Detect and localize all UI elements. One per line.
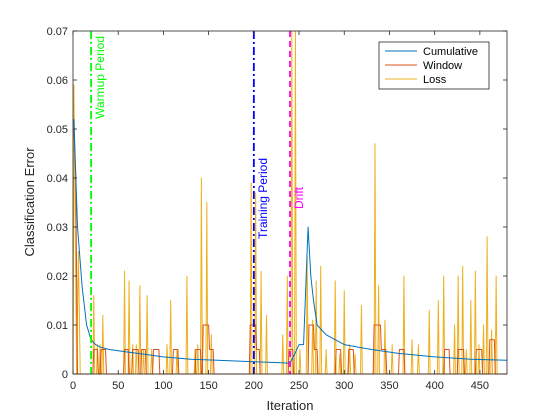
y-tick-label: 0.05	[47, 124, 68, 136]
x-tick-label: 350	[380, 380, 398, 392]
y-tick-label: 0.02	[47, 271, 68, 283]
marker-label-training-period: Training Period	[256, 158, 270, 239]
legend-label-window: Window	[423, 60, 462, 72]
y-tick-label: 0.07	[47, 26, 68, 38]
y-tick-label: 0.06	[47, 75, 68, 87]
legend-label-cumulative: Cumulative	[423, 46, 478, 58]
ticks: 0 50 100 150 200 250 300 350 400 450 0 0.01 0.02 0.03…	[47, 26, 507, 392]
x-tick-label: 250	[290, 380, 308, 392]
vertical-markers: Warmup Period Training Period Drift	[90, 31, 306, 374]
x-tick-label: 200	[245, 380, 263, 392]
axes-box	[72, 30, 508, 375]
legend-label-loss: Loss	[423, 74, 447, 86]
series-line-cumulative	[73, 119, 508, 364]
x-axis-label: Iteration	[267, 398, 314, 413]
x-tick-label: 50	[112, 380, 124, 392]
y-tick-label: 0	[62, 369, 68, 381]
x-tick-label: 150	[199, 380, 217, 392]
x-tick-label: 400	[425, 380, 443, 392]
marker-label-drift: Drift	[292, 186, 306, 209]
x-tick-label: 300	[335, 380, 353, 392]
y-tick-label: 0.01	[47, 320, 68, 332]
marker-label-warmup-period: Warmup Period	[93, 36, 107, 119]
y-tick-label: 0.03	[47, 222, 68, 234]
x-tick-label: 100	[154, 380, 172, 392]
legend: Cumulative Window Loss	[378, 41, 490, 90]
x-tick-label: 450	[471, 380, 489, 392]
y-tick-label: 0.04	[47, 173, 68, 185]
y-axis-label: Classification Error	[22, 147, 37, 257]
x-tick-label: 0	[70, 380, 76, 392]
